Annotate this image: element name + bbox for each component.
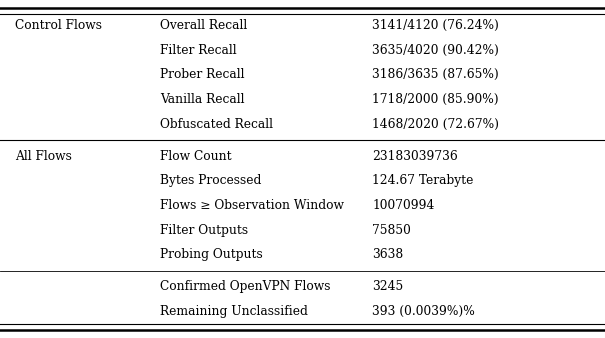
Text: Filter Recall: Filter Recall [160, 44, 237, 56]
Text: 393 (0.0039%)%: 393 (0.0039%)% [372, 305, 475, 318]
Text: 3638: 3638 [372, 248, 404, 261]
Text: 3635/4020 (90.42%): 3635/4020 (90.42%) [372, 44, 499, 56]
Text: Filter Outputs: Filter Outputs [160, 224, 249, 237]
Text: 75850: 75850 [372, 224, 411, 237]
Text: Flows ≥ Observation Window: Flows ≥ Observation Window [160, 199, 344, 212]
Text: Probing Outputs: Probing Outputs [160, 248, 263, 261]
Text: Flow Count: Flow Count [160, 150, 232, 163]
Text: Vanilla Recall: Vanilla Recall [160, 93, 245, 106]
Text: Prober Recall: Prober Recall [160, 68, 245, 81]
Text: Control Flows: Control Flows [15, 19, 102, 32]
Text: Bytes Processed: Bytes Processed [160, 174, 262, 187]
Text: 23183039736: 23183039736 [372, 150, 458, 163]
Text: Confirmed OpenVPN Flows: Confirmed OpenVPN Flows [160, 281, 331, 293]
Text: 1718/2000 (85.90%): 1718/2000 (85.90%) [372, 93, 499, 106]
Text: 3141/4120 (76.24%): 3141/4120 (76.24%) [372, 19, 499, 32]
Text: Remaining Unclassified: Remaining Unclassified [160, 305, 308, 318]
Text: All Flows: All Flows [15, 150, 72, 163]
Text: 10070994: 10070994 [372, 199, 434, 212]
Text: 3245: 3245 [372, 281, 404, 293]
Text: Overall Recall: Overall Recall [160, 19, 247, 32]
Text: 1468/2020 (72.67%): 1468/2020 (72.67%) [372, 118, 499, 130]
Text: 124.67 Terabyte: 124.67 Terabyte [372, 174, 474, 187]
Text: 3186/3635 (87.65%): 3186/3635 (87.65%) [372, 68, 499, 81]
Text: Obfuscated Recall: Obfuscated Recall [160, 118, 273, 130]
